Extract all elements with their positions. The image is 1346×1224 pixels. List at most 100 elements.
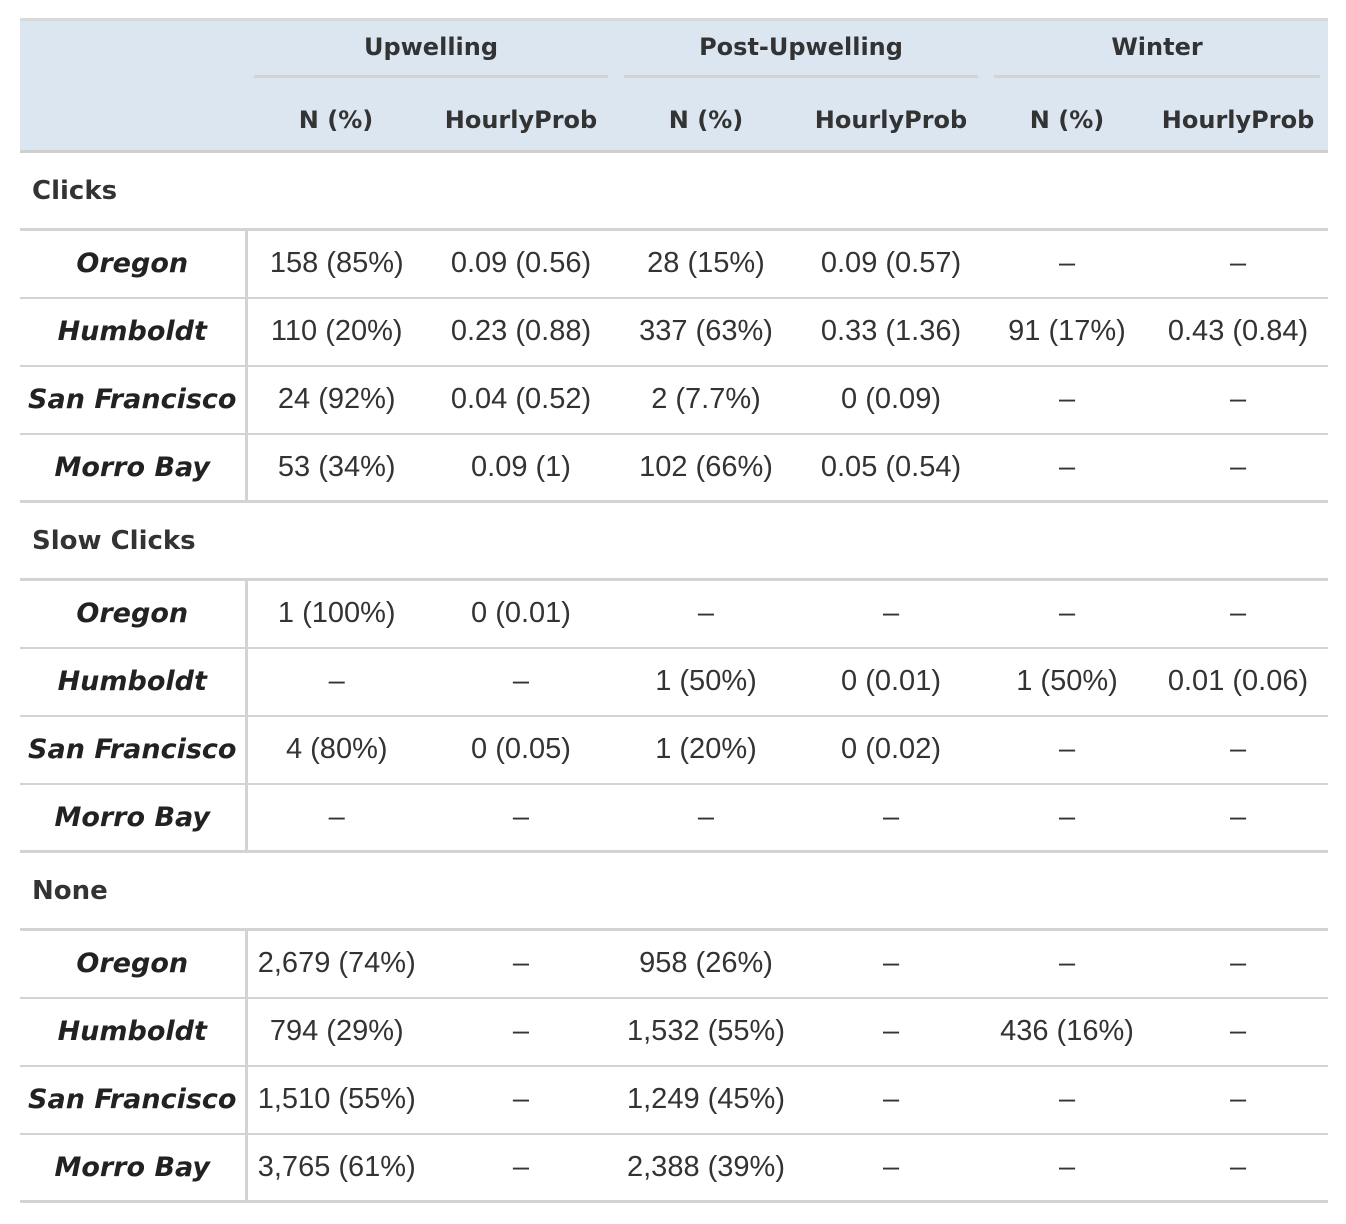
table-cell: 1 (50%) [986, 647, 1149, 717]
table-row: Oregon 1 (100%) 0 (0.01) – – – – [20, 579, 1329, 649]
column-header: N (%) [616, 89, 796, 153]
table-cell: – [1148, 1065, 1329, 1135]
table-cell: – [616, 783, 796, 853]
table-cell: 0.09 (0.56) [426, 229, 616, 299]
table-cell: – [1148, 929, 1329, 999]
table-cell: – [246, 647, 426, 717]
table-row: Humboldt – –1 (50%) 0 (0.01) 1 (50%) 0.01 (0.… [20, 647, 1329, 717]
table-cell: 3,765 (61%) [246, 1133, 426, 1203]
table-cell: – [426, 1133, 616, 1203]
table-row: Morro Bay – – – – – – [20, 783, 1329, 853]
table-row: Humboldt 110 (20%) 0.23 (0.88) 337 (63%) 0.3… [20, 297, 1329, 367]
table-cell: 2 (7.7%) [616, 365, 796, 435]
table-cell: 0.05 (0.54) [796, 433, 987, 503]
table-row: Oregon 2,679 (74%) –958 (26%) – – – [20, 929, 1329, 999]
table-cell: – [1148, 579, 1329, 649]
header-corner-sub [20, 89, 246, 153]
group-label: Clicks [20, 151, 1329, 231]
table-cell: – [1148, 997, 1329, 1067]
table-cell: – [1148, 229, 1329, 299]
table-cell: – [426, 929, 616, 999]
table-cell: – [986, 579, 1149, 649]
table-row: San Francisco 4 (80%) 0 (0.05) 1 (20%) 0 (0.… [20, 715, 1329, 785]
table-cell: 1 (20%) [616, 715, 796, 785]
table-cell: – [1148, 433, 1329, 503]
table-cell: – [796, 1065, 987, 1135]
table-cell: 24 (92%) [246, 365, 426, 435]
table-cell: 0 (0.01) [426, 579, 616, 649]
row-label: San Francisco [20, 365, 248, 435]
group-row: None [20, 851, 1329, 931]
column-header: N (%) [246, 89, 426, 153]
table-cell: – [426, 783, 616, 853]
table-cell: – [986, 1065, 1149, 1135]
table-cell: – [796, 997, 987, 1067]
table-cell: 958 (26%) [616, 929, 796, 999]
spanner-post-upwelling: Post-Upwelling [616, 18, 987, 90]
table-cell: – [796, 579, 987, 649]
group-row: Slow Clicks [20, 501, 1329, 581]
summary-table-container: Upwelling Post-Upwelling Winter N (%) Ho… [20, 18, 1329, 1203]
table-cell: 91 (17%) [986, 297, 1149, 367]
header-corner [20, 18, 246, 90]
table-cell: 1,532 (55%) [616, 997, 796, 1067]
table-cell: – [426, 997, 616, 1067]
table-cell: – [1148, 365, 1329, 435]
table-cell: 28 (15%) [616, 229, 796, 299]
table-cell: – [1148, 1133, 1329, 1203]
table-cell: 53 (34%) [246, 433, 426, 503]
group-label: None [20, 851, 1329, 931]
spanner-winter: Winter [986, 18, 1329, 90]
table-cell: 0.09 (1) [426, 433, 616, 503]
column-header: HourlyProb [796, 89, 987, 153]
row-label: Oregon [20, 929, 248, 999]
column-header: HourlyProb [426, 89, 616, 153]
table-cell: 1,510 (55%) [246, 1065, 426, 1135]
row-label: Oregon [20, 579, 248, 649]
table-row: San Francisco 24 (92%) 0.04 (0.52) 2 (7.7%)… [20, 365, 1329, 435]
row-label: Morro Bay [20, 433, 248, 503]
table-cell: – [1148, 783, 1329, 853]
row-label: Humboldt [20, 647, 248, 717]
row-label: Humboldt [20, 997, 248, 1067]
table-cell: 1,249 (45%) [616, 1065, 796, 1135]
table-cell: – [796, 929, 987, 999]
table-row: Morro Bay 53 (34%) 0.09 (1) 102 (66%) 0.05 (… [20, 433, 1329, 503]
table-row: San Francisco 1,510 (55%) –1,249 (45%) – – – [20, 1065, 1329, 1135]
table-cell: 0 (0.09) [796, 365, 987, 435]
table-cell: 794 (29%) [246, 997, 426, 1067]
table-cell: – [986, 1133, 1149, 1203]
column-header: HourlyProb [1148, 89, 1329, 153]
row-label: Humboldt [20, 297, 248, 367]
table-cell: 158 (85%) [246, 229, 426, 299]
table-row: Oregon 158 (85%) 0.09 (0.56) 28 (15%) 0.09 (… [20, 229, 1329, 299]
row-label: Morro Bay [20, 1133, 248, 1203]
table-cell: 1 (100%) [246, 579, 426, 649]
table-cell: 102 (66%) [616, 433, 796, 503]
table-cell: – [1148, 715, 1329, 785]
table-cell: 0 (0.02) [796, 715, 987, 785]
table-cell: 0.23 (0.88) [426, 297, 616, 367]
row-label: Oregon [20, 229, 248, 299]
table-cell: – [246, 783, 426, 853]
row-label: San Francisco [20, 715, 248, 785]
table-cell: – [426, 1065, 616, 1135]
table-cell: – [986, 229, 1149, 299]
row-label: San Francisco [20, 1065, 248, 1135]
table-cell: 1 (50%) [616, 647, 796, 717]
spanner-upwelling: Upwelling [246, 18, 616, 90]
table-cell: – [986, 929, 1149, 999]
table-cell: 436 (16%) [986, 997, 1149, 1067]
table-body: Clicks Oregon 158 (85%) 0.09 (0.56) 28 (15%)… [20, 151, 1329, 1203]
table-cell: – [616, 579, 796, 649]
group-label: Slow Clicks [20, 501, 1329, 581]
group-row: Clicks [20, 151, 1329, 231]
table-cell: 110 (20%) [246, 297, 426, 367]
table-cell: 2,679 (74%) [246, 929, 426, 999]
table-cell: 0.01 (0.06) [1148, 647, 1329, 717]
table-cell: 0.09 (0.57) [796, 229, 987, 299]
table-cell: 2,388 (39%) [616, 1133, 796, 1203]
table-row: Humboldt 794 (29%) –1,532 (55%) –436 (16%) – [20, 997, 1329, 1067]
table-cell: – [986, 365, 1149, 435]
table-cell: – [426, 647, 616, 717]
